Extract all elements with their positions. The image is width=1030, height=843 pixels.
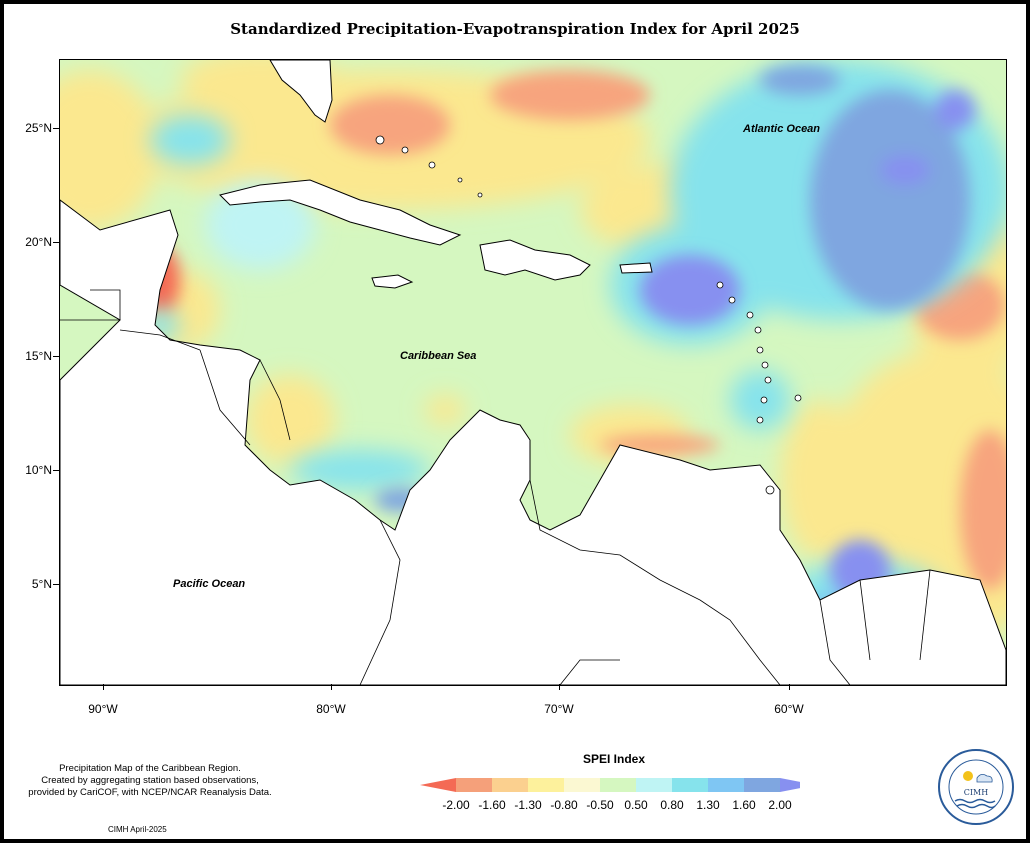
footnote-line: Precipitation Map of the Caribbean Regio… [59,763,241,774]
legend-value: 0.50 [624,798,648,812]
jamaica [371,274,414,289]
legend-swatch [528,778,564,792]
logo-text: CIMH [964,788,988,797]
sun-icon [963,771,973,781]
legend-title: SPEI Index [583,752,646,766]
lat-label: 10°N [25,463,52,477]
footnote-line: Created by aggregating station based obs… [41,775,259,786]
caribbean-sea-label: Caribbean Sea [400,350,477,362]
legend-swatch [636,778,672,792]
spei-map-canvas [60,60,1006,685]
lesser-antilles [375,135,802,495]
lat-label: 25°N [25,121,52,135]
puerto-rico [619,262,653,274]
land-masses [60,60,1006,685]
legend-colorbar [420,778,800,792]
lat-tick [53,242,59,243]
legend-value: 1.30 [696,798,720,812]
legend-value: 2.00 [768,798,792,812]
legend-swatch [672,778,708,792]
legend-value: 1.60 [732,798,756,812]
cimh-logo: CIMH [938,749,1014,825]
legend-swatch [492,778,528,792]
lat-label: 5°N [31,577,52,591]
legend-swatch [420,778,456,792]
lon-label: 80°W [316,702,346,716]
page-title: Standardized Precipitation-Evapotranspir… [230,20,800,38]
legend-swatch [708,778,744,792]
cuba [219,179,462,246]
lon-tick [559,684,560,690]
lat-tick [53,356,59,357]
spei-map [59,59,1007,686]
lon-label: 60°W [774,702,804,716]
atlantic-ocean-label: Atlantic Ocean [743,123,821,135]
map-footnote: Precipitation Map of the Caribbean Regio… [10,763,290,799]
legend-swatch [744,778,780,792]
lat-label: 15°N [25,349,52,363]
legend-value: -0.80 [550,798,578,812]
cloud-icon [976,774,993,783]
hispaniola [479,239,591,281]
credit-text: CIMH April-2025 [108,825,167,834]
country-borders [60,289,931,685]
legend-swatch [600,778,636,792]
lon-tick [103,684,104,690]
lat-tick [53,128,59,129]
pacific-ocean-label: Pacific Ocean [173,578,246,590]
lon-tick [789,684,790,690]
lat-label: 20°N [25,235,52,249]
lon-label: 90°W [88,702,118,716]
legend-swatch [564,778,600,792]
lon-label: 70°W [544,702,574,716]
legend-value: 0.80 [660,798,684,812]
lat-tick [53,584,59,585]
legend-value: -0.50 [586,798,614,812]
legend-swatch [780,778,800,792]
legend-swatch [456,778,492,792]
lon-tick [331,684,332,690]
very-dry-areas [140,70,1006,590]
central-south-america [60,199,1006,685]
footnote-line: provided by CariCOF, with NCEP/NCAR Rean… [28,787,272,798]
legend-value: -2.00 [442,798,470,812]
legend-value: -1.60 [478,798,506,812]
legend-value: -1.30 [514,798,542,812]
florida [269,60,333,123]
lat-tick [53,470,59,471]
